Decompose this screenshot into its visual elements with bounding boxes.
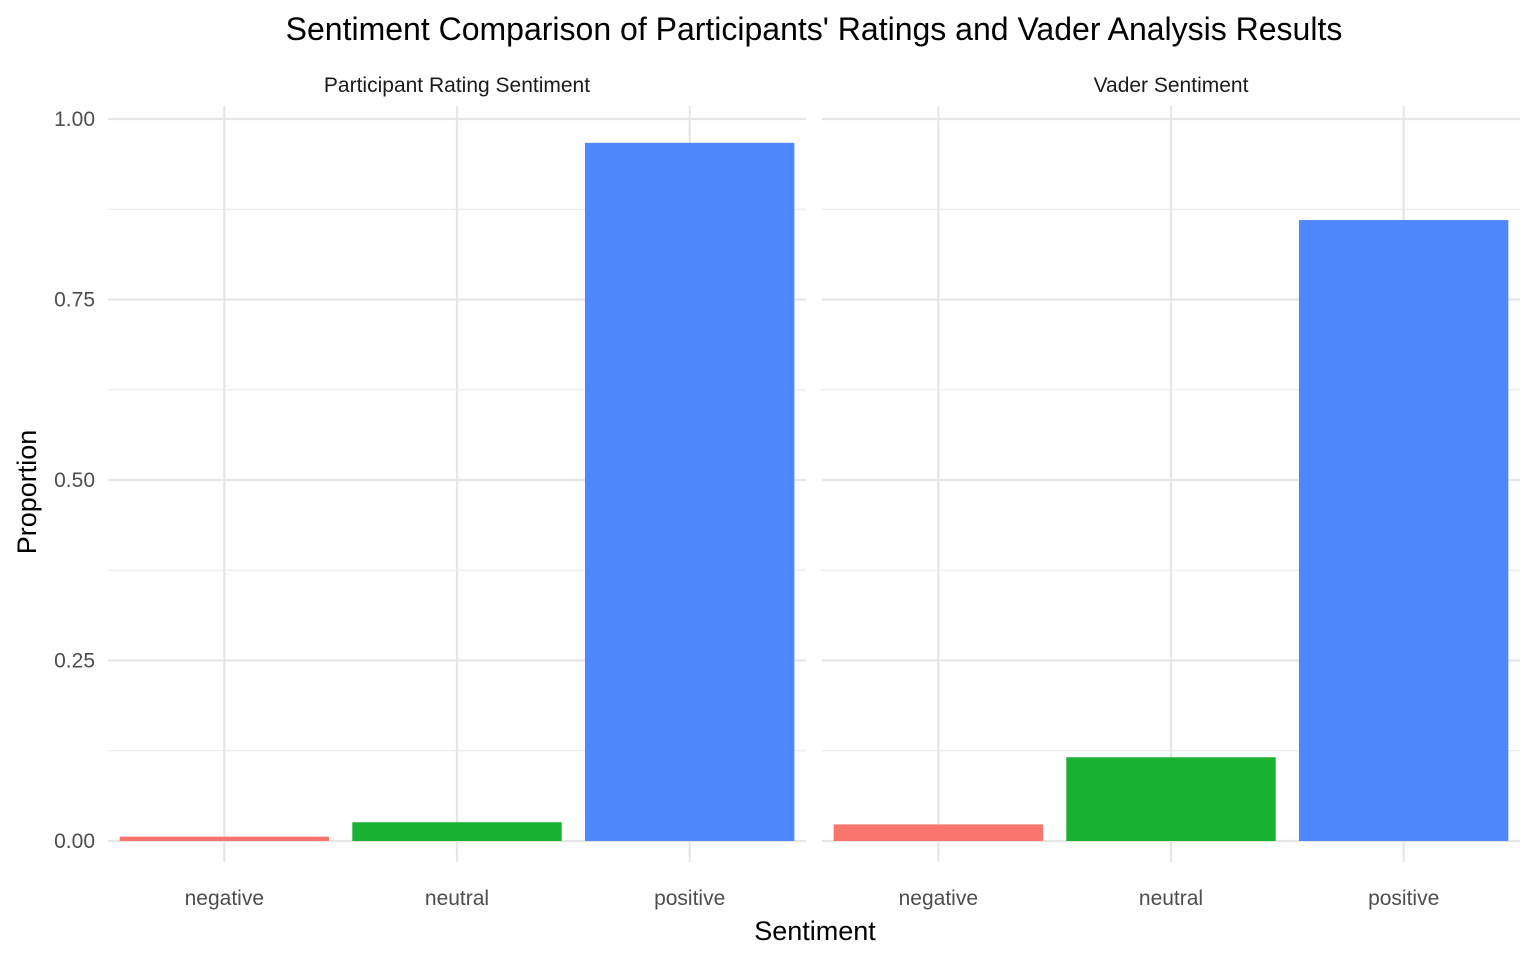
y-tick-label: 0.25 bbox=[54, 650, 95, 673]
x-tick-label: negative bbox=[899, 887, 978, 910]
x-tick-label: negative bbox=[185, 887, 264, 910]
y-tick-label: 0.50 bbox=[54, 469, 95, 492]
bar-participant-positive bbox=[584, 142, 795, 842]
bar-vader-positive bbox=[1298, 220, 1509, 841]
x-tick-label: positive bbox=[1368, 887, 1439, 910]
y-tick-label: 0.75 bbox=[54, 289, 95, 312]
x-tick-label: neutral bbox=[1139, 887, 1203, 910]
facet-strip-label: Participant Rating Sentiment bbox=[324, 74, 590, 97]
y-axis-tick-labels: 0.00 0.25 0.50 0.75 1.00 bbox=[54, 108, 95, 853]
facet-panel-2: negative neutral positive Vader Sentiment bbox=[822, 74, 1520, 910]
x-tick-label: positive bbox=[654, 887, 725, 910]
y-tick-label: 0.00 bbox=[54, 830, 95, 853]
y-tick-label: 1.00 bbox=[54, 108, 95, 131]
y-axis-title: Proportion bbox=[12, 430, 42, 555]
chart-title: Sentiment Comparison of Participants' Ra… bbox=[286, 11, 1343, 47]
bar-participant-negative bbox=[119, 836, 330, 841]
bar-vader-neutral bbox=[1066, 757, 1276, 841]
facet-strip-label: Vader Sentiment bbox=[1094, 74, 1249, 97]
bar-participant-neutral bbox=[352, 822, 562, 841]
bar-vader-negative bbox=[833, 824, 1044, 841]
x-tick-label: neutral bbox=[425, 887, 489, 910]
facet-panels: negative neutral positive Participant Ratin… bbox=[54, 74, 1520, 910]
x-axis-title: Sentiment bbox=[754, 916, 876, 946]
facet-panel-1: negative neutral positive Participant Ratin… bbox=[108, 74, 806, 910]
